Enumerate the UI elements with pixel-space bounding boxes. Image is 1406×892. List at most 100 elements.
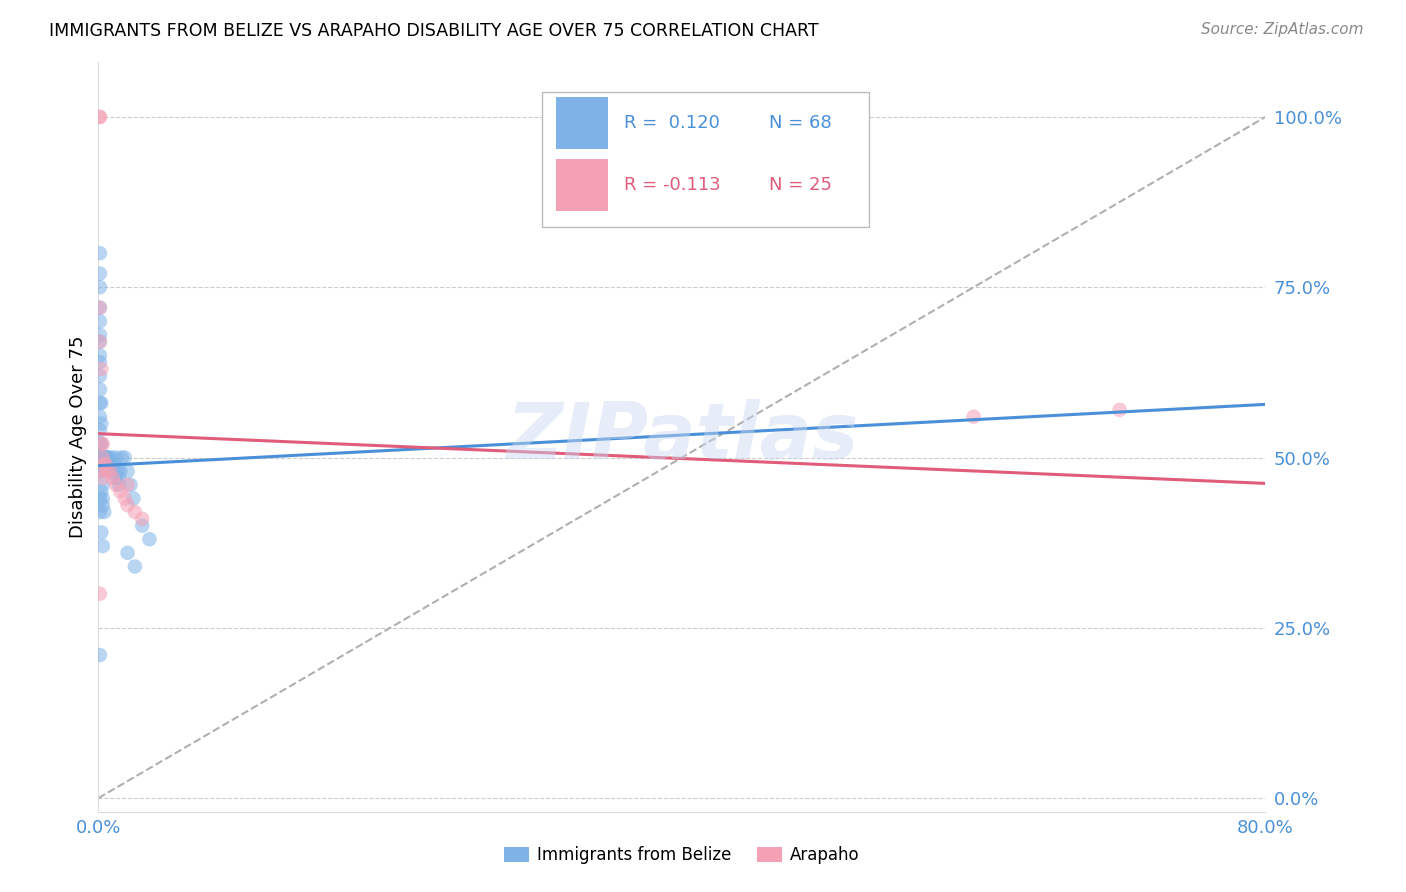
Point [104,477,127,491]
Point [117,477,139,491]
Point [91,450,114,465]
Point [90,396,112,410]
Point [90,437,112,451]
FancyBboxPatch shape [541,93,869,227]
Point [89,267,111,281]
Point [90,450,112,465]
Text: R =  0.120: R = 0.120 [624,114,720,132]
Point [89,334,111,349]
Point [93,450,115,465]
Point [962,409,984,424]
Point [98,464,121,478]
Point [90,458,112,472]
Point [89,423,111,437]
Point [131,518,153,533]
Point [114,450,136,465]
Point [89,280,111,294]
Point [96,450,118,465]
Point [93,505,115,519]
Point [104,450,127,465]
Point [90,464,112,478]
Point [117,546,139,560]
Point [131,512,153,526]
Point [91,437,114,451]
Text: ZIPatlas: ZIPatlas [506,399,858,475]
Point [90,484,112,499]
Point [90,450,112,465]
Bar [555,96,609,149]
Point [91,450,114,465]
Point [89,409,111,424]
Point [89,327,111,342]
Point [90,450,112,465]
Point [110,484,132,499]
Point [89,383,111,397]
Point [96,450,118,465]
Point [90,525,112,540]
Point [89,355,111,369]
Point [97,450,120,465]
Point [91,498,114,512]
Point [110,464,132,478]
Point [89,314,111,328]
Point [90,437,112,451]
Point [117,498,139,512]
Point [108,477,131,491]
Point [89,450,111,465]
Point [111,450,134,465]
Point [103,458,125,472]
Point [124,559,146,574]
Point [89,301,111,315]
Point [120,477,142,491]
Point [89,491,111,506]
Point [100,450,122,465]
Point [90,458,112,472]
Point [101,464,124,478]
Point [114,491,136,506]
Point [90,362,112,376]
Point [138,533,160,547]
Point [108,471,131,485]
Point [89,348,111,362]
Point [89,464,111,478]
Point [91,450,114,465]
Point [101,471,124,485]
Point [91,458,114,472]
Point [94,450,117,465]
Point [90,464,112,478]
Point [1108,402,1130,417]
Point [105,464,128,478]
Point [97,458,120,472]
Point [91,471,114,485]
Text: IMMIGRANTS FROM BELIZE VS ARAPAHO DISABILITY AGE OVER 75 CORRELATION CHART: IMMIGRANTS FROM BELIZE VS ARAPAHO DISABI… [49,22,818,40]
Point [122,491,145,506]
Point [94,458,117,472]
Point [91,491,114,506]
Point [91,477,114,491]
Point [89,301,111,315]
Point [89,110,111,124]
Point [93,458,115,472]
Point [96,464,118,478]
Point [89,587,111,601]
Point [89,505,111,519]
Point [124,505,146,519]
Point [89,110,111,124]
Legend: Immigrants from Belize, Arapaho: Immigrants from Belize, Arapaho [498,839,866,871]
Point [91,539,114,553]
Point [89,246,111,260]
Text: N = 68: N = 68 [769,114,832,132]
Point [117,464,139,478]
Point [94,458,117,472]
Text: R = -0.113: R = -0.113 [624,176,720,194]
Point [89,648,111,662]
Point [100,464,122,478]
Point [94,450,117,465]
Point [89,437,111,451]
Point [89,396,111,410]
Point [90,417,112,431]
Point [98,458,121,472]
Point [89,368,111,383]
Point [89,334,111,349]
Text: N = 25: N = 25 [769,176,832,194]
